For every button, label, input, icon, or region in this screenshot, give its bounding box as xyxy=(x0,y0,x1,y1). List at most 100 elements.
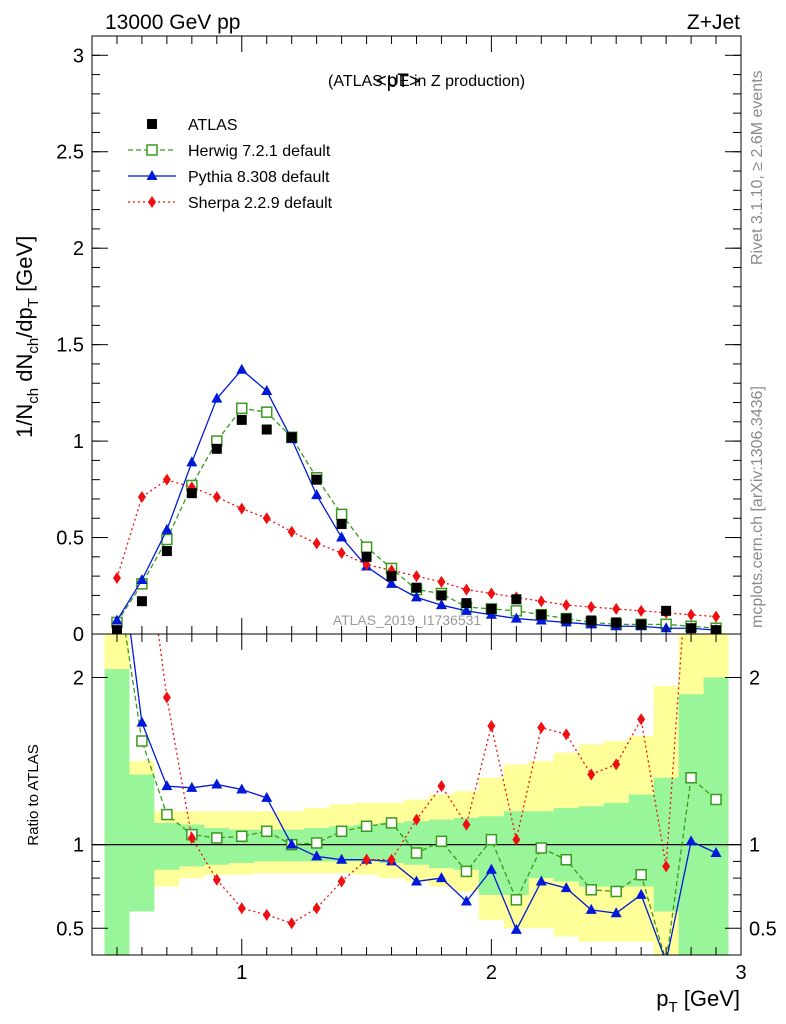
ratio-point-sherpa xyxy=(437,780,446,793)
rivet-label: Rivet 3.1.10, ≥ 2.6M events xyxy=(749,70,766,265)
main-point-pythia xyxy=(211,392,223,403)
main-point-sherpa xyxy=(612,602,621,615)
main-point-sherpa xyxy=(537,595,546,608)
main-point-pythia xyxy=(460,604,472,615)
main-point-sherpa xyxy=(337,546,346,559)
main-point-sherpa xyxy=(237,502,246,515)
main-y-tick-label: 3 xyxy=(73,45,84,67)
main-point-sherpa xyxy=(687,608,696,621)
main-point-atlas xyxy=(661,605,672,616)
ratio-point-pythia xyxy=(311,850,323,861)
ratio-x-tick-label: 1 xyxy=(236,962,247,984)
ratio-point-pythia xyxy=(435,872,447,883)
ratio-point-sherpa xyxy=(612,758,621,771)
ratio-point-sherpa xyxy=(537,721,546,734)
main-point-atlas xyxy=(261,424,272,435)
main-panel: ATLAS_2019_I1736531 0 0.5 1 1.5 2 2.5 3 <pT> (… xyxy=(56,35,742,646)
main-point-atlas xyxy=(636,619,647,630)
main-point-pythia xyxy=(435,599,447,610)
ratio-point-pythia xyxy=(485,863,497,874)
ratio-point-pythia xyxy=(560,882,572,893)
ratio-point-herwig xyxy=(236,830,248,843)
ratio-point-sherpa xyxy=(212,873,221,886)
ratio-point-herwig xyxy=(610,885,622,898)
ratio-point-sherpa xyxy=(362,853,371,866)
y-axis-title: 1/Nch dNch/dpT [GeV] xyxy=(12,236,42,438)
ratio-data-layer xyxy=(124,634,722,955)
ratio-y-tick-label: 1 xyxy=(73,835,84,857)
main-point-sherpa xyxy=(137,491,146,504)
legend-marker-sherpa xyxy=(148,196,156,208)
ratio-point-pythia xyxy=(286,838,298,849)
ratio-point-sherpa xyxy=(387,853,396,866)
ratio-point-herwig xyxy=(460,865,473,878)
ratio-y-tick-label-right: 1 xyxy=(749,835,760,857)
ratio-point-pythia xyxy=(460,895,472,906)
main-point-atlas xyxy=(311,474,322,485)
main-point-herwig xyxy=(335,508,348,521)
legend: ATLAS Herwig 7.2.1 default Pythia 8.308 de… xyxy=(128,117,333,212)
ratio-point-pythia xyxy=(336,853,348,864)
main-point-atlas xyxy=(611,617,622,628)
legend-label-herwig: Herwig 7.2.1 default xyxy=(188,143,331,160)
main-axes: 0 0.5 1 1.5 2 2.5 3 xyxy=(56,36,742,646)
ratio-point-sherpa xyxy=(487,719,496,732)
main-point-sherpa xyxy=(437,575,446,588)
ratio-band-inner xyxy=(104,669,729,955)
ratio-point-herwig xyxy=(136,735,148,747)
main-point-pythia xyxy=(336,531,348,542)
ratio-point-pythia xyxy=(261,791,273,802)
header-energy: 13000 GeV pp xyxy=(105,11,240,34)
main-point-atlas xyxy=(486,603,497,614)
main-y-tick-label: 2.5 xyxy=(56,142,84,164)
chart-title-sub: (ATLAS UE in Z production) xyxy=(328,73,525,90)
ratio-point-pythia xyxy=(585,903,597,914)
main-point-atlas xyxy=(436,590,447,601)
ratio-point-pythia xyxy=(510,923,522,934)
main-point-pythia xyxy=(261,384,273,395)
main-point-sherpa xyxy=(162,473,171,486)
ratio-point-sherpa xyxy=(187,831,196,844)
ratio-frame xyxy=(91,633,742,956)
ratio-x-tick-label: 3 xyxy=(735,962,746,984)
ratio-point-sherpa xyxy=(662,860,671,873)
main-point-pythia xyxy=(311,489,323,500)
ratio-x-tick-label: 2 xyxy=(486,962,497,984)
main-point-sherpa xyxy=(462,583,471,596)
main-point-atlas xyxy=(336,519,347,530)
main-point-atlas xyxy=(186,488,197,499)
ratio-point-sherpa xyxy=(562,728,571,741)
legend-label-atlas: ATLAS xyxy=(188,117,238,134)
ratio-point-sherpa xyxy=(162,691,171,704)
ratio-point-pythia xyxy=(635,888,647,899)
legend-label-pythia: Pythia 8.308 default xyxy=(188,169,330,186)
ratio-point-sherpa xyxy=(312,902,321,915)
main-y-tick-label: 1.5 xyxy=(56,335,84,357)
ratio-point-pythia xyxy=(411,875,422,886)
ratio-point-pythia xyxy=(610,907,622,918)
ratio-point-herwig xyxy=(585,884,597,896)
ratio-point-herwig xyxy=(635,869,647,881)
ratio-y-tick-label: 2 xyxy=(73,667,84,689)
ratio-axes: 0.5 0.5 1 1 2 2 1 2 3 xyxy=(56,634,777,984)
ratio-point-sherpa xyxy=(412,813,421,826)
analysis-watermark: ATLAS_2019_I1736531 xyxy=(333,612,482,628)
ratio-y-tick-label: 0.5 xyxy=(56,918,84,940)
main-point-atlas xyxy=(536,609,547,620)
main-point-atlas xyxy=(286,432,297,443)
main-point-atlas xyxy=(411,582,422,593)
main-point-sherpa xyxy=(562,599,571,612)
ratio-point-pythia xyxy=(535,875,547,886)
ratio-point-herwig xyxy=(685,772,697,784)
ratio-y-axis-title: Ratio to ATLAS xyxy=(25,744,42,845)
ratio-point-herwig xyxy=(510,894,523,906)
legend-label-sherpa: Sherpa 2.2.9 default xyxy=(188,195,333,212)
main-point-sherpa xyxy=(312,537,321,550)
ratio-point-herwig xyxy=(435,835,448,848)
main-point-atlas xyxy=(386,571,397,582)
main-point-sherpa xyxy=(287,525,296,538)
main-point-sherpa xyxy=(637,604,646,617)
header-process: Z+Jet xyxy=(687,11,740,34)
main-point-atlas xyxy=(586,615,597,626)
